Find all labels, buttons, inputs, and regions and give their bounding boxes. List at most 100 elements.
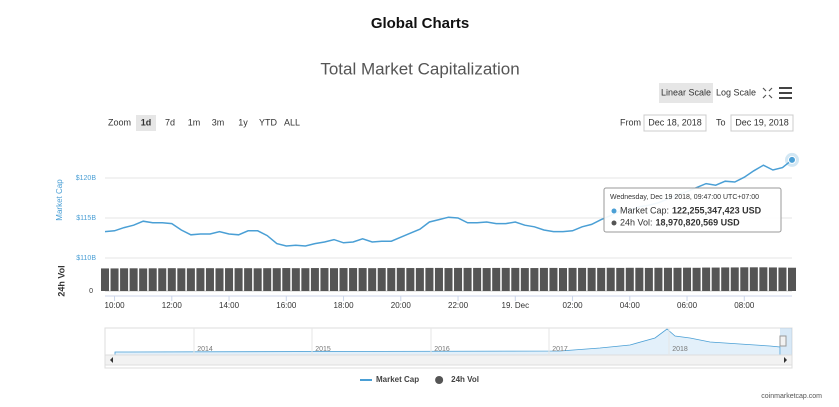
volume-bar — [482, 268, 491, 291]
y-tick-label: $110B — [76, 255, 96, 262]
volume-bar — [320, 268, 329, 291]
chart-title: Total Market Capitalization — [320, 59, 519, 78]
volume-bar — [683, 267, 692, 291]
volume-bar — [415, 268, 424, 291]
page-title: Global Charts — [371, 15, 469, 32]
from-input[interactable] — [643, 114, 707, 132]
volume-bar — [616, 267, 625, 291]
x-tick-label: 14:00 — [219, 301, 240, 310]
volume-bar — [186, 268, 195, 291]
fullscreen-icon[interactable] — [762, 87, 773, 99]
y2-axis-label: 24h Vol — [56, 265, 66, 296]
menu-icon[interactable] — [779, 87, 792, 99]
volume-bar — [778, 267, 787, 291]
volume-bar — [597, 267, 606, 291]
legend-item[interactable]: 24h Vol — [435, 375, 479, 384]
volume-bar — [177, 268, 186, 291]
zoom-button-active[interactable] — [136, 115, 156, 131]
volume-bar — [253, 268, 262, 291]
volume-bar — [740, 267, 749, 291]
to-input[interactable] — [730, 114, 794, 132]
volume-bar — [434, 267, 443, 291]
volume-bar — [425, 267, 434, 291]
volume-bar — [444, 268, 453, 291]
volume-bar — [673, 267, 682, 291]
navigator-series — [114, 328, 781, 357]
volume-bar — [377, 268, 386, 291]
volume-bar — [396, 267, 405, 291]
volume-bar — [263, 268, 272, 291]
legend-item[interactable]: Market Cap — [360, 375, 419, 384]
volume-bar — [215, 268, 224, 291]
navigator-year: 2014 — [197, 346, 213, 353]
volume-bar — [463, 267, 472, 291]
tooltip-marker — [611, 220, 617, 226]
zoom-button[interactable]: 1d — [141, 117, 152, 127]
tooltip-value: 18,970,820,569 USD — [656, 217, 741, 227]
x-tick-label: 12:00 — [162, 301, 183, 310]
tooltip-date: Wednesday, Dec 19 2018, 09:47:00 UTC+07:… — [610, 194, 759, 201]
volume-bar — [158, 268, 167, 291]
to-value[interactable]: Dec 19, 2018 — [735, 117, 789, 127]
volume-bar — [244, 268, 253, 291]
volume-bar — [387, 268, 396, 291]
navigator-year: 2017 — [552, 346, 568, 353]
tooltip-label: 24h Vol: — [620, 217, 653, 227]
volume-bar — [492, 267, 501, 291]
scale-button[interactable]: Log Scale — [716, 87, 756, 97]
volume-bar — [234, 268, 243, 291]
volume-bar — [110, 268, 119, 291]
volume-bar — [587, 267, 596, 291]
volume-bar — [120, 268, 129, 291]
credit: coinmarketcap.com — [761, 393, 822, 400]
scrollbar[interactable] — [104, 354, 793, 366]
x-tick-label: 08:00 — [734, 301, 755, 310]
volume-bar — [406, 268, 415, 291]
volume-bar — [635, 267, 644, 291]
volume-bar — [654, 267, 663, 291]
volume-bar — [520, 268, 529, 291]
tooltip-label: Market Cap: — [620, 205, 669, 215]
x-tick-label: 22:00 — [448, 301, 469, 310]
x-tick-label: 06:00 — [677, 301, 698, 310]
legend-label: 24h Vol — [451, 375, 479, 384]
volume-bar — [692, 267, 701, 291]
volume-bar — [578, 267, 587, 291]
tooltip-value: 122,255,347,423 USD — [672, 205, 762, 215]
volume-bar — [339, 268, 348, 291]
x-tick-label: 02:00 — [563, 301, 584, 310]
zoom-button[interactable]: YTD — [259, 117, 278, 127]
zoom-button[interactable]: 7d — [165, 117, 175, 127]
scroll-left[interactable] — [110, 357, 113, 363]
volume-bar — [329, 268, 339, 291]
x-tick-label: 16:00 — [276, 301, 297, 310]
volume-bar — [730, 267, 739, 291]
navigator-handle[interactable] — [779, 335, 787, 347]
from-label: From — [620, 117, 641, 127]
volume-bar — [148, 268, 157, 291]
volume-bar — [721, 267, 730, 291]
zoom-button[interactable]: 1m — [188, 117, 201, 127]
volume-bar — [663, 267, 672, 291]
scroll-right[interactable] — [784, 357, 787, 363]
zoom-button[interactable]: 3m — [212, 117, 225, 127]
tooltip-marker — [611, 208, 617, 214]
volume-bar — [454, 267, 463, 291]
zoom-button[interactable]: 1y — [238, 117, 248, 127]
from-value[interactable]: Dec 18, 2018 — [648, 117, 702, 127]
zoom-button[interactable]: ALL — [284, 117, 300, 127]
y-tick-label: $115B — [76, 215, 96, 222]
volume-bar — [291, 268, 300, 291]
volume-bar — [768, 267, 777, 291]
legend-symbol — [435, 376, 444, 384]
volume-bar — [702, 267, 711, 291]
x-tick-label: 20:00 — [391, 301, 412, 310]
volume-bar — [139, 268, 148, 291]
volume-bar — [530, 268, 539, 291]
scale-button[interactable]: Linear Scale — [661, 87, 711, 97]
volume-bar — [349, 268, 358, 291]
scale-button-active[interactable] — [659, 83, 713, 103]
volume-bar — [625, 267, 634, 291]
volume-bar — [167, 268, 176, 291]
volume-bar — [558, 268, 568, 291]
